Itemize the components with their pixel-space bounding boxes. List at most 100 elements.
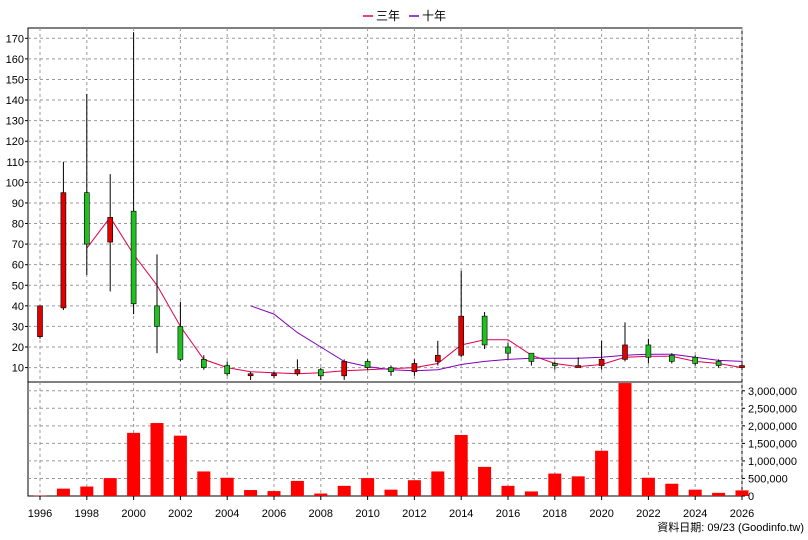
x-tick-label: 2022 — [636, 508, 660, 520]
volume-tick-label: 1,500,000 — [748, 438, 797, 450]
x-tick-label: 2014 — [449, 508, 473, 520]
candle-body — [505, 346, 511, 354]
price-tick-label: 70 — [12, 239, 24, 251]
volume-bar — [595, 450, 609, 496]
volume-tick-label: 2,500,000 — [748, 403, 797, 415]
x-tick-label: 2002 — [168, 508, 192, 520]
candle-body — [84, 192, 90, 245]
candle-body — [388, 367, 394, 373]
volume-bar — [220, 477, 234, 496]
volume-y-axis: 0 500,000 1,000,000 1,500,000 2,000,000 2,500… — [742, 386, 797, 503]
candle-body — [247, 373, 254, 377]
volume-tick-label: 500,000 — [748, 473, 788, 485]
volume-bar — [173, 435, 187, 496]
volume-bar — [361, 478, 375, 496]
price-tick-label: 90 — [12, 198, 24, 210]
x-tick-label: 2000 — [121, 508, 145, 520]
candle-body — [411, 363, 418, 373]
volume-bar — [524, 491, 538, 496]
volume-bars — [33, 383, 749, 497]
volume-bar — [641, 477, 655, 496]
candle-body — [739, 365, 745, 368]
price-tick-label: 140 — [6, 95, 24, 107]
volume-bar — [478, 466, 492, 496]
candlesticks — [37, 32, 745, 380]
candle-body — [645, 344, 652, 358]
price-tick-label: 10 — [12, 363, 24, 375]
price-tick-label: 160 — [6, 54, 24, 66]
volume-bar — [267, 491, 281, 496]
price-tick-label: 30 — [12, 321, 24, 333]
x-tick-label: 2008 — [309, 508, 333, 520]
x-tick-label: 2026 — [730, 508, 754, 520]
candle-body — [715, 361, 722, 366]
volume-bar — [688, 489, 702, 496]
volume-bar — [290, 480, 304, 496]
candle-body — [317, 369, 324, 377]
x-tick-label: 2016 — [496, 508, 520, 520]
volume-tick-label: 3,000,000 — [748, 386, 797, 398]
price-tick-label: 50 — [12, 280, 24, 292]
x-tick-label: 2006 — [262, 508, 286, 520]
candle-body — [598, 359, 605, 366]
price-tick-label: 100 — [6, 177, 24, 189]
price-plot-area — [27, 27, 743, 383]
x-tick-label: 2020 — [589, 508, 613, 520]
volume-bar — [712, 492, 726, 496]
candle-body — [528, 352, 535, 362]
volume-bar — [501, 485, 515, 496]
volume-bar — [33, 495, 47, 497]
price-tick-label: 60 — [12, 260, 24, 272]
volume-bar — [431, 471, 445, 496]
candle-body — [37, 305, 43, 338]
x-tick-label: 2010 — [355, 508, 379, 520]
candle-body — [692, 357, 699, 364]
legend-label-10yr: 十年 — [422, 9, 446, 23]
candle-body — [551, 363, 558, 366]
x-tick-label: 2018 — [543, 508, 567, 520]
x-tick-label: 2012 — [402, 508, 426, 520]
price-tick-label: 150 — [6, 74, 24, 86]
price-panel: 10 20 30 40 50 60 70 80 90 100 110 120 130 140 150 160 1… — [6, 27, 745, 383]
volume-bar — [665, 483, 679, 496]
price-tick-label: 120 — [6, 136, 24, 148]
volume-bar — [314, 493, 328, 496]
volume-bar — [127, 432, 141, 496]
volume-bar — [56, 488, 70, 496]
legend-label-3yr: 三年 — [376, 9, 400, 23]
candle-body — [177, 326, 184, 360]
candle-body — [481, 315, 488, 346]
volume-bar — [548, 473, 562, 496]
candle-body — [458, 315, 465, 356]
volume-bar — [244, 490, 258, 496]
volume-bar — [407, 480, 421, 496]
price-tick-label: 110 — [6, 157, 24, 169]
ma-10yr-line — [250, 305, 743, 372]
volume-bar — [197, 471, 211, 496]
price-y-axis: 10 20 30 40 50 60 70 80 90 100 110 120 130 140 150 160 1… — [6, 33, 28, 375]
volume-bar — [618, 383, 632, 496]
candle-body — [154, 305, 160, 327]
candle-body — [271, 373, 277, 377]
price-tick-label: 170 — [6, 33, 24, 45]
candle-body — [668, 354, 675, 362]
candle-body — [130, 210, 137, 305]
candle-body — [434, 354, 441, 362]
volume-tick-label: 0 — [748, 491, 754, 503]
volume-tick-label: 1,000,000 — [748, 456, 797, 468]
volume-bar — [103, 478, 117, 496]
volume-bar — [454, 434, 468, 496]
price-tick-label: 40 — [12, 301, 24, 313]
price-tick-label: 80 — [12, 219, 24, 231]
price-tick-label: 20 — [12, 342, 24, 354]
volume-bar — [384, 489, 398, 496]
candle-body — [575, 365, 582, 368]
candle-body — [224, 365, 230, 375]
x-tick-label: 2004 — [215, 508, 239, 520]
x-tick-label: 2024 — [683, 508, 707, 520]
x-tick-label: 1998 — [75, 508, 99, 520]
candle-body — [622, 344, 628, 360]
volume-bar — [337, 485, 351, 496]
x-tick-label: 1996 — [28, 508, 52, 520]
